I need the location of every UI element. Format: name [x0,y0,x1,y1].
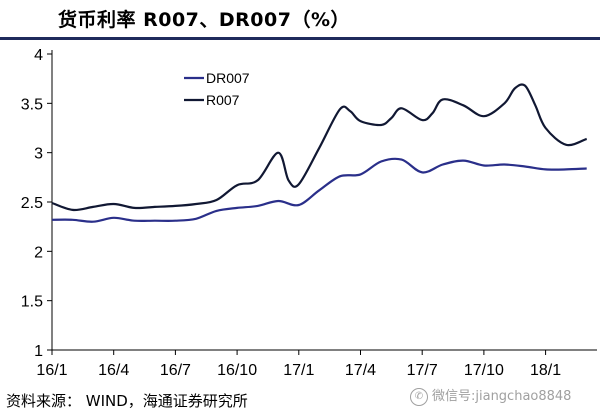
y-tick-label: 3.5 [21,96,43,113]
watermark-text: 微信号:jiangchao8848 [432,389,572,404]
legend-label-dr007: DR007 [206,70,250,86]
y-tick-label: 4 [34,47,43,64]
series-lines [51,83,588,223]
line-chart: 1 1.5 2 2.5 3 3.5 4 16/1 16/4 16/7 16/10 17/1 17/4 17… [21,47,597,379]
x-tick-label: 16/4 [98,362,129,379]
series-line-dr007 [51,157,587,223]
x-tick-label: 17/4 [345,362,376,379]
x-tick-label: 17/7 [407,362,438,379]
x-tick-label: 17/1 [283,362,314,379]
y-tick-label: 2.5 [21,195,43,212]
y-tick-label: 3 [34,146,43,163]
x-tick-label: 18/1 [530,362,561,379]
x-tick-label: 17/10 [464,362,504,379]
watermark: ✆ 微信号:jiangchao8848 [410,387,571,407]
x-tick-label: 16/1 [36,362,67,379]
y-tick-label: 1.5 [21,294,43,311]
y-tick-label: 2 [34,244,43,261]
source-note: 资料来源： WIND，海通证券研究所 [6,392,248,410]
wechat-icon: ✆ [410,388,428,406]
chart-title: 货币利率 R007、DR007（%） [0,0,600,40]
x-tick-label: 16/7 [160,362,191,379]
legend-label-r007: R007 [206,92,240,108]
x-tick-label: 16/10 [217,362,257,379]
legend: DR007 R007 [184,70,250,108]
axes: 1 1.5 2 2.5 3 3.5 4 16/1 16/4 16/7 16/10 17/1 17/4 17… [21,47,597,379]
y-tick-label: 1 [34,343,43,360]
series-line-r007 [51,83,588,212]
